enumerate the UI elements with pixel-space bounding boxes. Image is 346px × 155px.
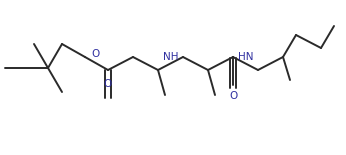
Text: O: O [229, 91, 237, 101]
Text: O: O [104, 79, 112, 89]
Text: NH: NH [163, 52, 179, 62]
Text: HN: HN [238, 52, 254, 62]
Text: O: O [92, 49, 100, 59]
